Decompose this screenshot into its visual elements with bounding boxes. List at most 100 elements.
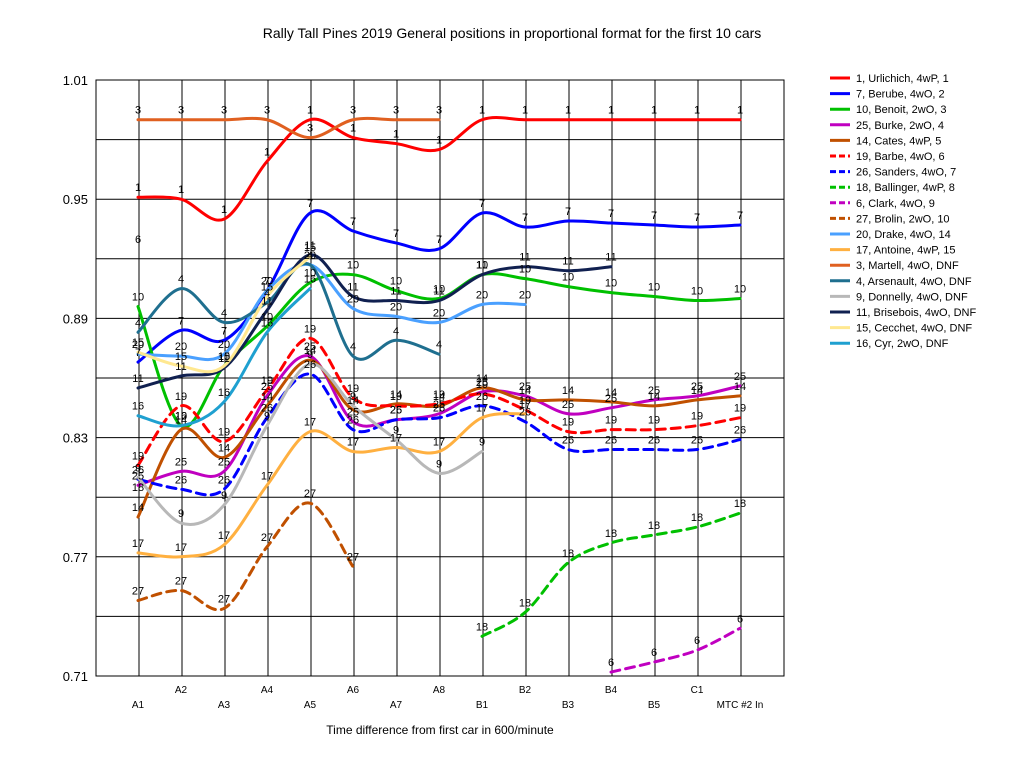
point-label-9: 9: [479, 437, 485, 449]
point-label-26: 26: [691, 435, 703, 447]
legend-label: 20, Drake, 4wO, 14: [856, 229, 951, 241]
point-label-14: 14: [218, 442, 230, 454]
legend-label: 11, Brisebois, 4wO, DNF: [856, 307, 977, 319]
x-tick-label: A5: [304, 700, 317, 711]
point-label-11: 11: [562, 256, 573, 268]
series-line-25: [136, 354, 742, 487]
point-label-19: 19: [175, 391, 187, 403]
point-label-1: 1: [436, 135, 442, 147]
point-label-10: 10: [175, 411, 187, 423]
y-tick-label: 0.95: [63, 192, 88, 207]
point-label-19: 19: [691, 411, 703, 423]
point-label-3: 3: [178, 105, 184, 117]
point-label-20: 20: [132, 339, 144, 351]
x-tick-label: B5: [648, 700, 661, 711]
point-label-14: 14: [691, 385, 703, 397]
legend: 1, Urlichich, 4wP, 1 7, Berube, 4wO, 2 10,…: [830, 73, 977, 350]
point-label-25: 25: [605, 393, 617, 405]
point-label-10: 10: [347, 260, 359, 272]
point-label-9: 9: [178, 508, 184, 520]
point-label-26: 26: [433, 403, 445, 415]
point-label-25: 25: [691, 381, 703, 393]
point-label-11: 11: [304, 240, 315, 252]
point-label-15: 15: [132, 337, 144, 349]
series-line-3: [136, 116, 441, 140]
point-label-7: 7: [135, 347, 141, 359]
point-label-7: 7: [264, 276, 270, 288]
point-label-19: 19: [347, 383, 359, 395]
legend-label: 17, Antoine, 4wP, 15: [856, 245, 956, 257]
point-label-19: 19: [648, 415, 660, 427]
x-tick-label: A4: [261, 685, 274, 696]
point-label-9: 9: [264, 411, 270, 423]
y-tick-label: 0.71: [63, 669, 88, 684]
x-tick-label: A8: [433, 685, 446, 696]
point-label-20: 20: [433, 307, 445, 319]
legend-label: 27, Brolin, 2wO, 10: [856, 213, 950, 225]
point-label-25: 25: [433, 399, 445, 411]
point-label-25: 25: [562, 399, 574, 411]
point-label-11: 11: [519, 252, 530, 264]
point-label-3: 3: [264, 105, 270, 117]
point-label-10: 10: [476, 260, 488, 272]
point-label-19: 19: [476, 379, 488, 391]
series-line-18: [480, 511, 742, 638]
series-line-11: [136, 253, 613, 390]
point-label-15: 15: [304, 242, 316, 254]
x-tick-label: B1: [476, 700, 489, 711]
point-label-18: 18: [476, 621, 488, 633]
series-line-20: [136, 262, 527, 362]
point-label-18: 18: [691, 512, 703, 524]
legend-label: 15, Cecchet, 4wO, DNF: [856, 323, 972, 335]
point-label-1: 1: [694, 105, 700, 117]
legend-label: 9, Donnelly, 4wO, DNF: [856, 291, 968, 303]
point-label-19: 19: [605, 415, 617, 427]
point-label-7: 7: [178, 315, 184, 327]
point-label-19: 19: [562, 417, 574, 429]
x-tick-label: B3: [562, 700, 575, 711]
point-label-7: 7: [221, 325, 227, 337]
point-label-14: 14: [347, 395, 359, 407]
x-tick-label: B2: [519, 685, 532, 696]
point-label-14: 14: [562, 385, 574, 397]
point-label-1: 1: [307, 105, 313, 117]
point-label-9: 9: [436, 458, 442, 470]
point-label-1: 1: [178, 184, 184, 196]
point-label-18: 18: [605, 528, 617, 540]
point-label-26: 26: [261, 403, 273, 415]
legend-label: 26, Sanders, 4wO, 7: [856, 167, 956, 179]
point-label-6: 6: [737, 613, 743, 625]
point-label-7: 7: [694, 212, 700, 224]
point-label-17: 17: [390, 433, 402, 445]
point-label-20: 20: [261, 276, 273, 288]
point-label-14: 14: [261, 391, 273, 403]
point-label-1: 1: [651, 105, 657, 117]
point-label-11: 11: [132, 373, 143, 385]
point-label-20: 20: [304, 250, 316, 262]
point-label-17: 17: [347, 437, 359, 449]
point-label-26: 26: [304, 359, 316, 371]
point-label-11: 11: [218, 353, 229, 365]
point-label-7: 7: [522, 212, 528, 224]
legend-label: 6, Clark, 4wO, 9: [856, 198, 935, 210]
point-label-14: 14: [519, 385, 531, 397]
point-label-1: 1: [393, 129, 399, 141]
point-label-10: 10: [562, 272, 574, 284]
point-label-16: 16: [132, 401, 144, 413]
point-label-25: 25: [261, 381, 273, 393]
point-label-7: 7: [393, 228, 399, 240]
chart-title: Rally Tall Pines 2019 General positions …: [263, 25, 762, 41]
point-label-14: 14: [476, 373, 488, 385]
x-tick-label: MTC #2 In: [717, 700, 764, 711]
point-label-15: 15: [175, 351, 187, 363]
point-label-10: 10: [433, 284, 445, 296]
point-label-7: 7: [737, 210, 743, 222]
point-label-6: 6: [651, 647, 657, 659]
point-label-19: 19: [132, 450, 144, 462]
point-label-20: 20: [218, 339, 230, 351]
point-label-7: 7: [565, 206, 571, 218]
point-label-1: 1: [737, 105, 743, 117]
point-label-27: 27: [347, 552, 359, 564]
point-label-17: 17: [261, 470, 273, 482]
point-label-14: 14: [605, 387, 617, 399]
